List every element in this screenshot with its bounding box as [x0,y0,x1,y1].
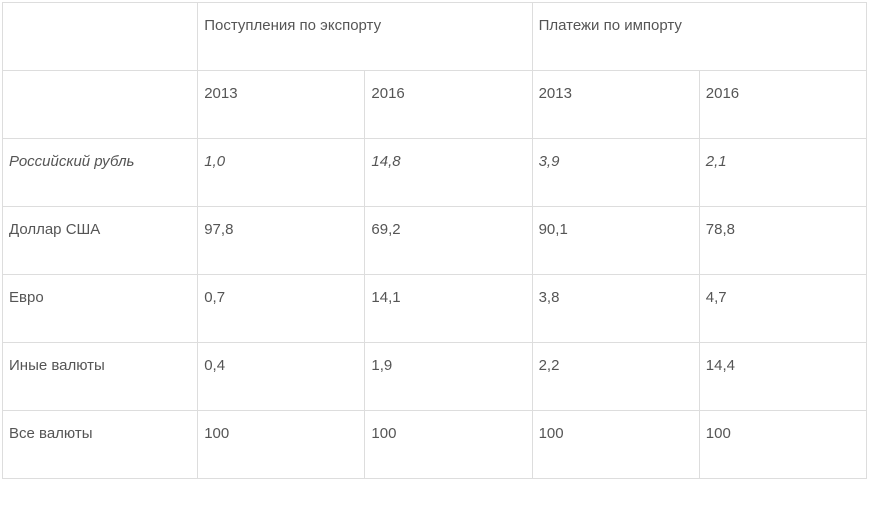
cell: 0,7 [198,275,365,343]
year-col-4: 2016 [699,71,866,139]
cell: 1,9 [365,343,532,411]
cell: 90,1 [532,207,699,275]
cell: 4,7 [699,275,866,343]
year-col-1: 2013 [198,71,365,139]
row-label: Доллар США [3,207,198,275]
table-row: Евро 0,7 14,1 3,8 4,7 [3,275,867,343]
year-col-2: 2016 [365,71,532,139]
year-col-3: 2013 [532,71,699,139]
year-blank [3,71,198,139]
table-row: Все валюты 100 100 100 100 [3,411,867,479]
header-export: Поступления по экспорту [198,3,532,71]
cell: 14,8 [365,139,532,207]
header-group-row: Поступления по экспорту Платежи по импор… [3,3,867,71]
cell: 3,9 [532,139,699,207]
cell: 78,8 [699,207,866,275]
header-year-row: 2013 2016 2013 2016 [3,71,867,139]
row-label: Все валюты [3,411,198,479]
cell: 1,0 [198,139,365,207]
row-label: Евро [3,275,198,343]
table-row: Российский рубль 1,0 14,8 3,9 2,1 [3,139,867,207]
table-row: Доллар США 97,8 69,2 90,1 78,8 [3,207,867,275]
row-label: Иные валюты [3,343,198,411]
cell: 2,2 [532,343,699,411]
cell: 100 [699,411,866,479]
row-label: Российский рубль [3,139,198,207]
cell: 100 [365,411,532,479]
header-blank [3,3,198,71]
cell: 97,8 [198,207,365,275]
cell: 3,8 [532,275,699,343]
currency-table: Поступления по экспорту Платежи по импор… [2,2,867,479]
cell: 69,2 [365,207,532,275]
cell: 2,1 [699,139,866,207]
cell: 14,1 [365,275,532,343]
cell: 0,4 [198,343,365,411]
table-body: Поступления по экспорту Платежи по импор… [3,3,867,479]
table-row: Иные валюты 0,4 1,9 2,2 14,4 [3,343,867,411]
cell: 14,4 [699,343,866,411]
cell: 100 [532,411,699,479]
header-import: Платежи по импорту [532,3,866,71]
cell: 100 [198,411,365,479]
